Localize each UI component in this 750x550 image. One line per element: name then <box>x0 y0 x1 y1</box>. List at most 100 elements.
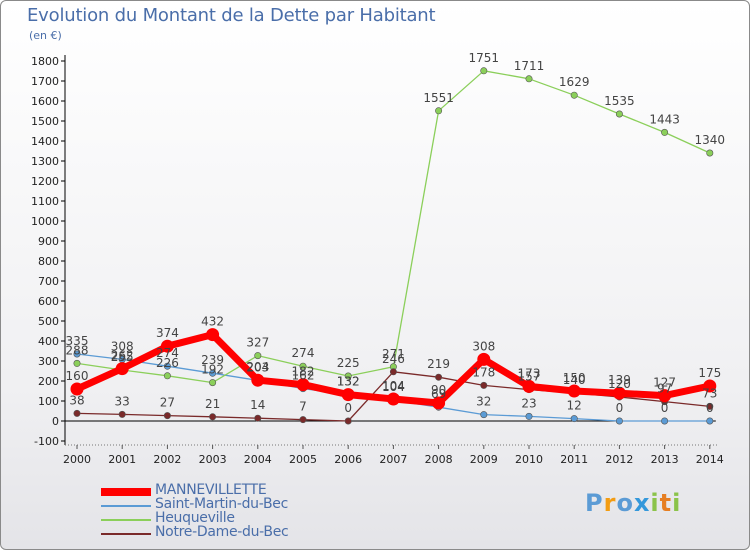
y-tick-label: -100 <box>34 435 59 448</box>
x-tick-label: 2000 <box>63 453 91 466</box>
x-tick-label: 2007 <box>379 453 407 466</box>
data-label-saint-martin-du-bec: 0 <box>706 401 714 415</box>
data-point-mannevillette <box>567 384 581 398</box>
data-point-notre-dame-du-bec <box>344 417 352 425</box>
x-tick-label: 2006 <box>334 453 362 466</box>
data-label-mannevillette: 173 <box>518 366 541 380</box>
logo-letter: i <box>672 489 682 517</box>
data-label-heuqueville: 192 <box>201 363 224 377</box>
data-point-saint-martin-du-bec <box>525 412 533 420</box>
y-tick-label: 600 <box>38 295 59 308</box>
y-tick-label: 800 <box>38 255 59 268</box>
y-tick-label: 1000 <box>31 215 59 228</box>
data-label-mannevillette: 127 <box>653 376 676 390</box>
logo-letter: i <box>650 489 660 517</box>
y-tick-label: 1800 <box>31 55 59 68</box>
data-point-heuqueville <box>615 110 623 118</box>
data-point-mannevillette <box>703 379 717 393</box>
data-label-notre-dame-du-bec: 38 <box>69 393 84 407</box>
data-label-mannevillette: 104 <box>382 379 405 393</box>
data-point-notre-dame-du-bec <box>389 368 397 376</box>
data-label-heuqueville: 225 <box>337 356 360 370</box>
data-point-notre-dame-du-bec <box>435 373 443 381</box>
data-point-saint-martin-du-bec <box>615 417 623 425</box>
data-point-notre-dame-du-bec <box>706 402 714 410</box>
x-tick-label: 2012 <box>605 453 633 466</box>
data-label-notre-dame-du-bec: 157 <box>518 370 541 384</box>
data-label-saint-martin-du-bec: 0 <box>661 401 669 415</box>
proxiti-logo: Proxiti <box>585 489 681 517</box>
data-label-saint-martin-du-bec: 274 <box>156 346 179 360</box>
x-tick-label: 2008 <box>425 453 453 466</box>
data-label-notre-dame-du-bec: 14 <box>250 398 265 412</box>
data-label-saint-martin-du-bec: 335 <box>66 334 89 348</box>
x-tick-label: 2005 <box>289 453 317 466</box>
data-point-heuqueville <box>435 107 443 115</box>
data-label-saint-martin-du-bec: 162 <box>292 369 315 383</box>
logo-letter: r <box>603 489 617 517</box>
data-point-notre-dame-du-bec <box>209 413 217 421</box>
y-tick-label: 900 <box>38 235 59 248</box>
data-label-heuqueville: 274 <box>292 346 315 360</box>
data-point-heuqueville <box>209 379 217 387</box>
data-point-heuqueville <box>525 75 533 83</box>
data-point-heuqueville <box>661 128 669 136</box>
legend-label: MANNEVILLETTE <box>155 482 267 498</box>
data-point-heuqueville <box>299 362 307 370</box>
data-point-notre-dame-du-bec <box>299 416 307 424</box>
data-point-heuqueville <box>570 91 578 99</box>
data-label-saint-martin-du-bec: 69 <box>431 387 446 401</box>
data-point-mannevillette <box>115 362 129 376</box>
y-tick-label: 1600 <box>31 95 59 108</box>
data-label-saint-martin-du-bec: 12 <box>567 399 582 413</box>
legend-swatch <box>101 519 151 521</box>
data-label-mannevillette: 432 <box>201 315 224 329</box>
data-label-heuqueville: 288 <box>66 343 89 357</box>
y-tick-label: 100 <box>38 395 59 408</box>
data-point-notre-dame-du-bec <box>118 410 126 418</box>
data-point-heuqueville <box>480 67 488 75</box>
logo-letter: P <box>585 489 604 517</box>
y-tick-label: 1200 <box>31 175 59 188</box>
data-point-saint-martin-du-bec <box>570 415 578 423</box>
data-point-heuqueville <box>344 372 352 380</box>
data-point-mannevillette <box>341 388 355 402</box>
data-label-heuqueville: 271 <box>382 347 405 361</box>
x-tick-label: 2003 <box>199 453 227 466</box>
data-point-saint-martin-du-bec <box>661 417 669 425</box>
data-point-mannevillette <box>612 386 626 400</box>
x-tick-label: 2011 <box>560 453 588 466</box>
unit-label: (en €) <box>29 29 62 42</box>
data-label-mannevillette: 160 <box>66 369 89 383</box>
data-point-heuqueville <box>254 352 262 360</box>
y-tick-label: 0 <box>52 415 59 428</box>
data-point-mannevillette <box>386 392 400 406</box>
legend-swatch <box>101 533 151 535</box>
chart-title: Evolution du Montant de la Dette par Hab… <box>27 5 436 26</box>
data-label-heuqueville: 1443 <box>649 112 680 126</box>
y-tick-label: 1100 <box>31 195 59 208</box>
x-tick-label: 2013 <box>651 453 679 466</box>
y-tick-label: 1500 <box>31 115 59 128</box>
data-label-notre-dame-du-bec: 246 <box>382 352 405 366</box>
data-label-notre-dame-du-bec: 97 <box>657 382 672 396</box>
y-tick-label: 400 <box>38 335 59 348</box>
data-point-saint-martin-du-bec <box>706 417 714 425</box>
line-chart: -100010020030040050060070080090010001100… <box>31 51 725 466</box>
x-tick-label: 2009 <box>470 453 498 466</box>
data-label-mannevillette: 182 <box>292 365 315 379</box>
data-label-notre-dame-du-bec: 73 <box>702 386 717 400</box>
y-tick-label: 1400 <box>31 135 59 148</box>
logo-letter: x <box>633 489 651 517</box>
data-label-mannevillette: 262 <box>111 349 134 363</box>
logo-letter: o <box>616 489 634 517</box>
data-point-notre-dame-du-bec <box>73 409 81 417</box>
data-label-heuqueville: 1711 <box>514 59 545 73</box>
data-label-notre-dame-du-bec: 219 <box>427 357 450 371</box>
data-label-mannevillette: 204 <box>246 360 269 374</box>
y-tick-label: 500 <box>38 315 59 328</box>
data-label-heuqueville: 1751 <box>469 51 500 65</box>
data-label-saint-martin-du-bec: 104 <box>382 380 405 394</box>
data-point-saint-martin-du-bec <box>209 369 217 377</box>
